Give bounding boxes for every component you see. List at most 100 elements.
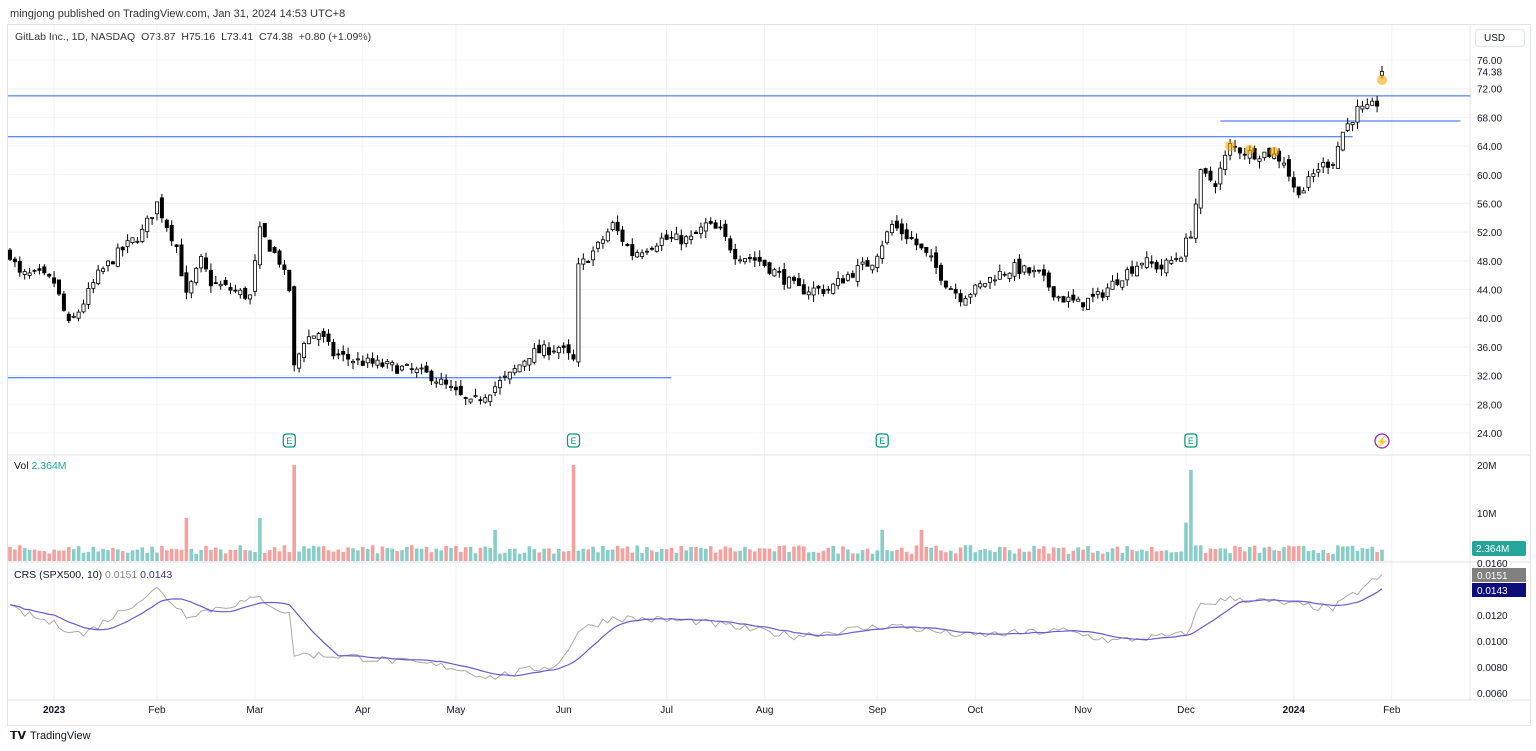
candle-body [150, 217, 155, 219]
price-tick-label: 24.00 [1477, 429, 1502, 440]
candle-body [106, 260, 111, 266]
volume-bar [1208, 548, 1213, 561]
time-tick-label: Mar [246, 705, 264, 716]
candle-body [542, 344, 547, 356]
volume-bar [321, 546, 326, 561]
time-tick-label: Oct [968, 705, 984, 716]
earnings-badge [282, 433, 296, 448]
candle [76, 309, 81, 322]
volume-bar [52, 549, 56, 561]
candle [708, 217, 713, 225]
close-value: C74.38 [259, 31, 293, 43]
volume-bar [508, 548, 512, 561]
candle-body [208, 270, 213, 287]
candle [272, 246, 277, 254]
candle [973, 283, 978, 298]
candle-body [1335, 146, 1340, 169]
candle [228, 282, 233, 294]
volume-bar [606, 549, 610, 561]
volume-bar [1130, 549, 1134, 561]
candle [1184, 233, 1189, 263]
candle [1296, 186, 1301, 199]
candle [1046, 270, 1051, 291]
volume-legend: Vol 2.364M [14, 460, 67, 472]
candle [1017, 254, 1022, 279]
volume-bar [1233, 545, 1237, 561]
candle-body [331, 342, 336, 357]
price-tick-label: 36.00 [1477, 343, 1502, 354]
earnings-letter: E [1188, 436, 1194, 446]
candle [845, 271, 850, 282]
candle [576, 257, 581, 367]
candle [806, 286, 811, 300]
time-tick-label: Apr [355, 705, 371, 716]
volume-bar [831, 545, 835, 561]
candle [184, 265, 189, 300]
candle [453, 380, 458, 396]
candle [1149, 255, 1154, 268]
candle [1301, 187, 1306, 194]
candle [252, 254, 257, 297]
volume-bar [86, 551, 91, 561]
candle [645, 248, 650, 255]
candle-body [968, 294, 973, 298]
candle [792, 275, 797, 285]
candle [27, 268, 32, 279]
candle-body [929, 255, 934, 258]
candle [370, 352, 375, 368]
candle-body [831, 283, 836, 294]
volume-bar [914, 545, 919, 561]
volume-bar [699, 547, 703, 561]
candle [537, 339, 542, 354]
volume-bar [1326, 553, 1330, 561]
time-tick-label: Feb [1383, 705, 1401, 716]
volume-bar [953, 553, 958, 561]
candle-body [1370, 100, 1375, 106]
crs-ma-line [9, 588, 1383, 677]
candle-body [1321, 162, 1326, 168]
candle [1056, 295, 1061, 302]
candle [821, 284, 826, 297]
volume-bar [1292, 546, 1296, 561]
candle [919, 243, 924, 251]
candle [1213, 180, 1218, 194]
tradingview-logo[interactable]: 𝗧𝗩 TradingView [10, 729, 91, 743]
chart-frame[interactable] [7, 24, 1531, 726]
volume-bar [806, 552, 811, 561]
candle [380, 358, 385, 369]
candle [664, 230, 669, 241]
candle-body [37, 268, 42, 271]
volume-bar [684, 550, 688, 561]
candle [463, 396, 468, 406]
currency-button[interactable]: USD [1475, 29, 1525, 47]
candle [179, 238, 184, 277]
candle [556, 345, 561, 360]
candle [547, 342, 552, 361]
price-tick-label: 56.00 [1477, 199, 1502, 210]
candle [904, 223, 909, 244]
candle-body [267, 239, 272, 252]
volume-bar [645, 546, 649, 561]
candle [1218, 161, 1223, 191]
candle-body [218, 283, 223, 287]
candle [1081, 302, 1086, 312]
candle-body [885, 231, 890, 244]
candle [855, 259, 860, 287]
candle-body [679, 235, 684, 245]
candle-body [1149, 261, 1154, 264]
candle-body [752, 257, 757, 261]
volume-bar [116, 549, 120, 561]
candle-body [370, 358, 375, 364]
brand-name: TradingView [30, 729, 91, 742]
candle [1012, 258, 1017, 281]
candle [306, 329, 311, 345]
price-tick-label: 76.00 [1477, 56, 1502, 67]
candle [189, 279, 194, 299]
volume-bar [650, 550, 654, 561]
volume-bar [1115, 546, 1120, 561]
candle-body [943, 280, 948, 288]
candle [1340, 131, 1345, 152]
candle [1174, 252, 1179, 262]
volume-bar [581, 548, 586, 561]
